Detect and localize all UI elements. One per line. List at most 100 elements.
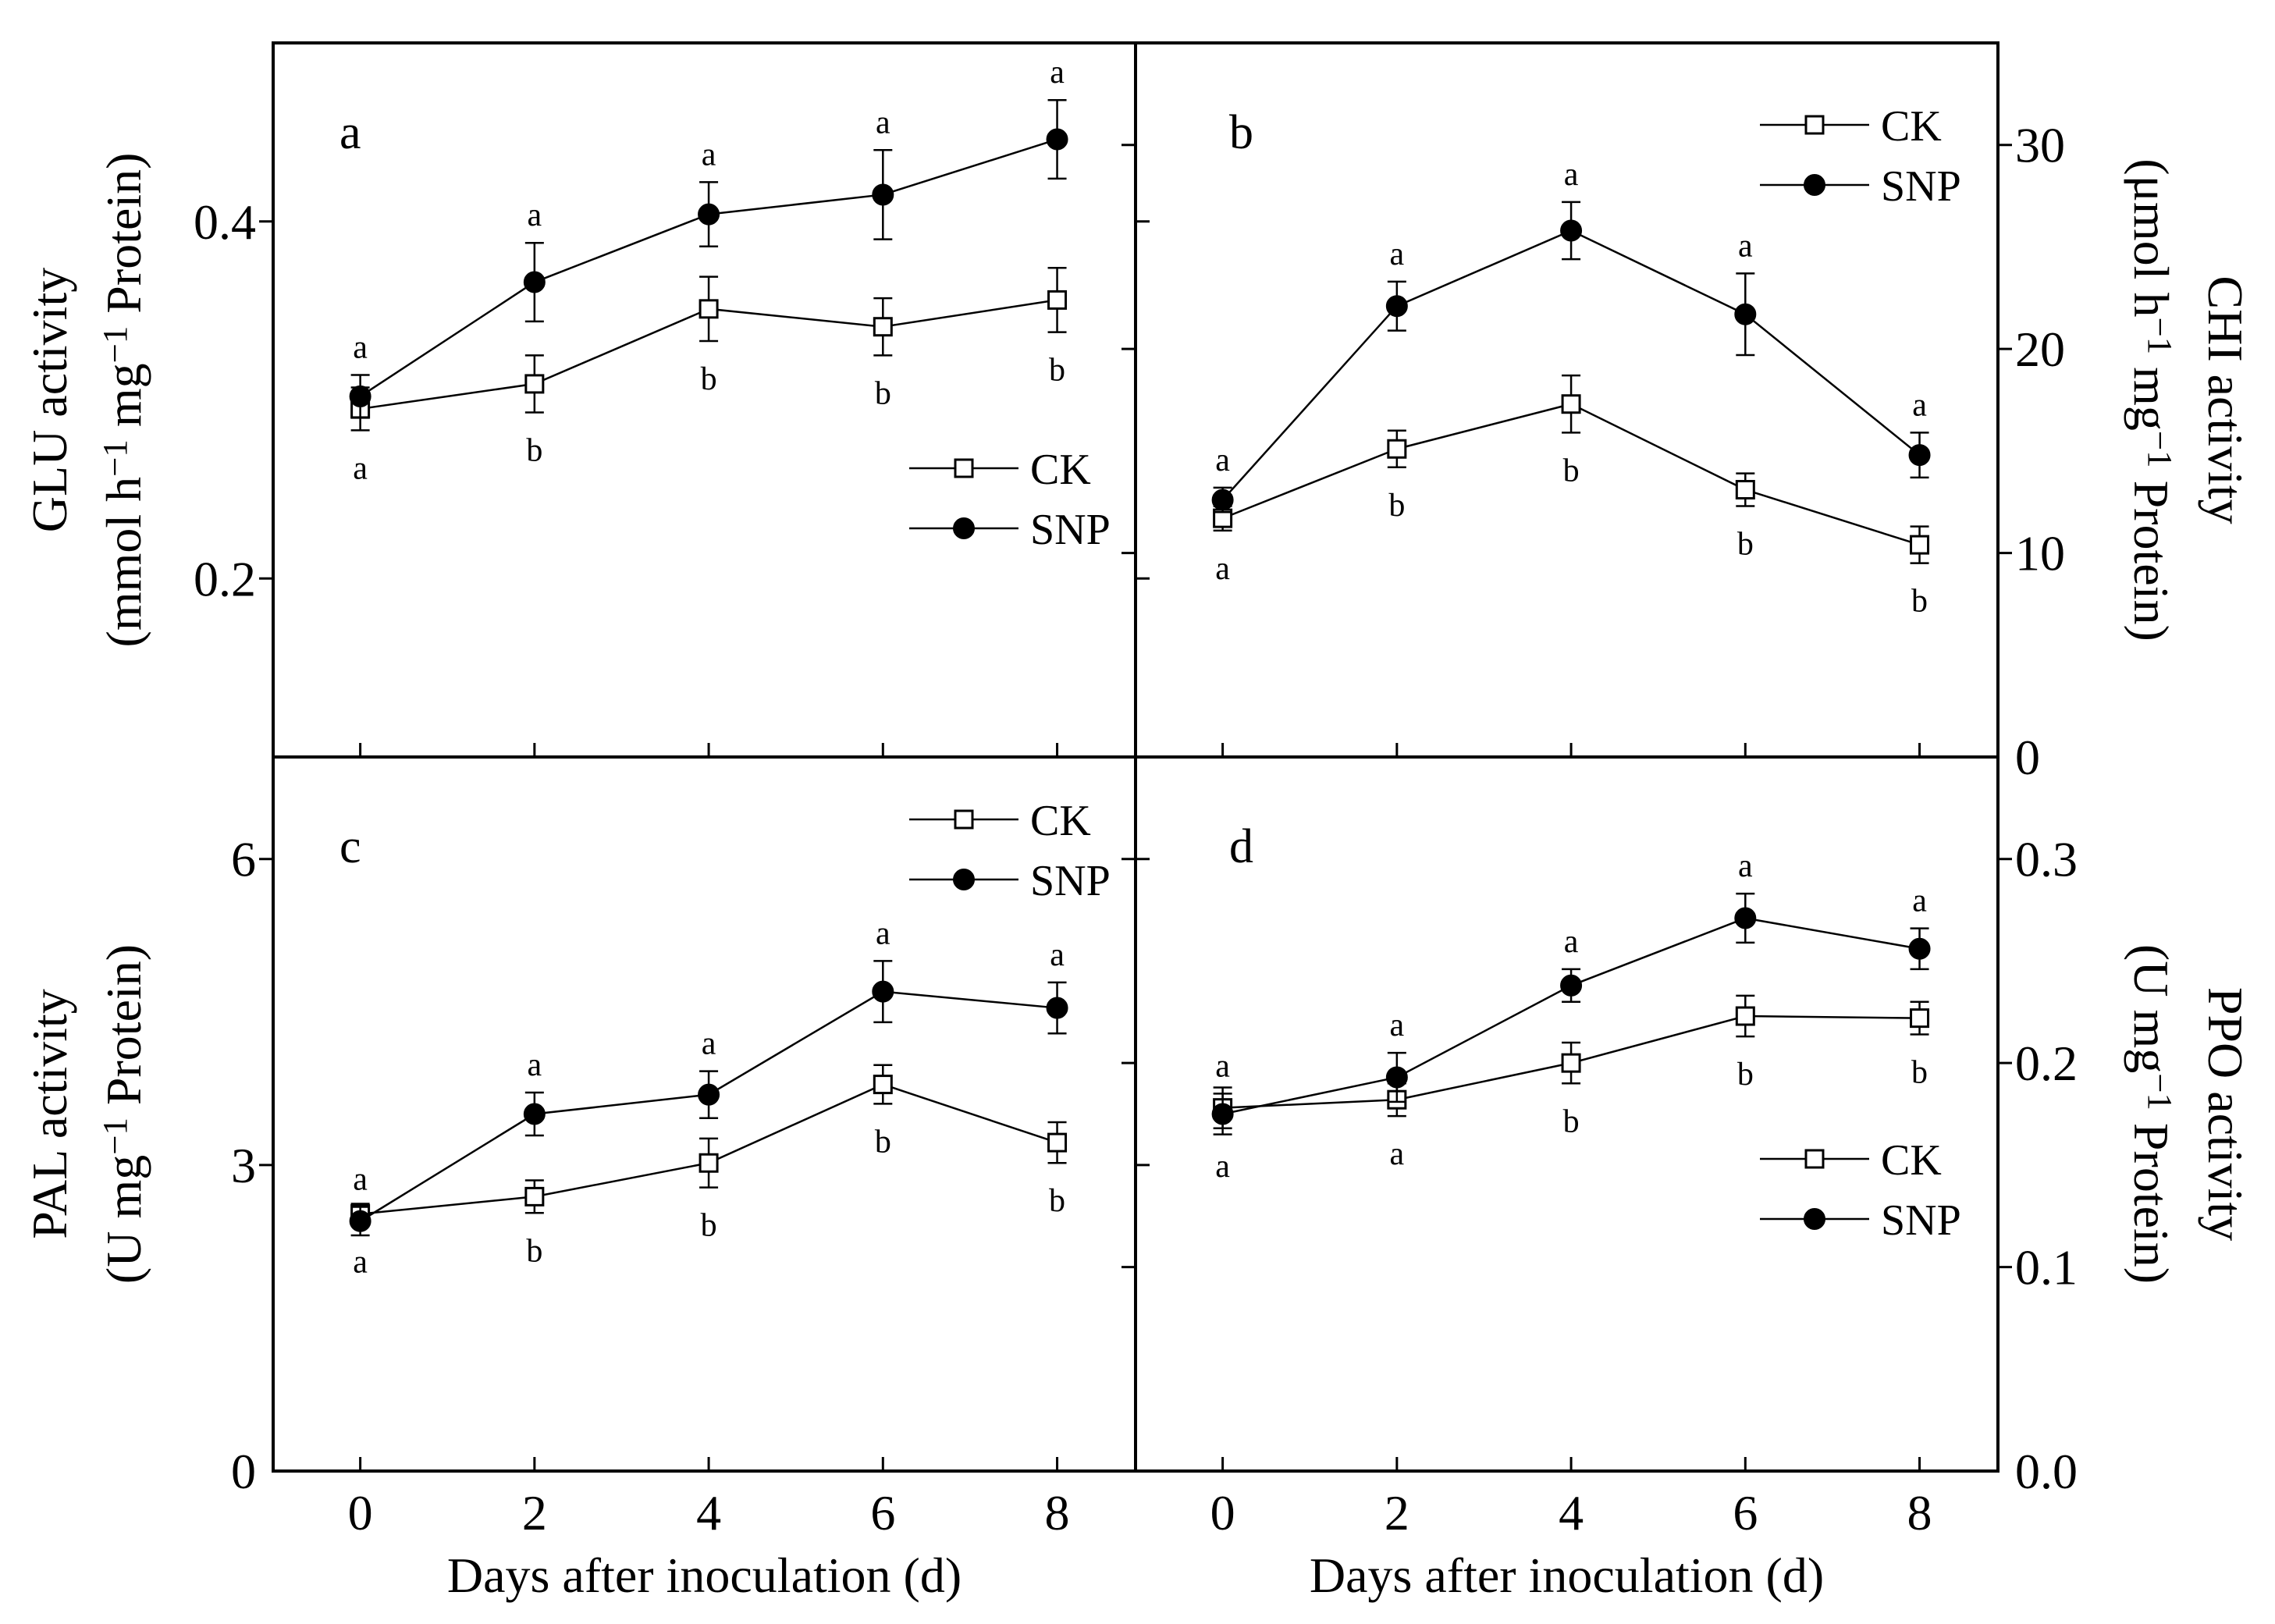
significance-letter: a (1390, 236, 1405, 272)
significance-letter: a (1912, 883, 1927, 919)
significance-letter: a (1912, 387, 1927, 423)
panel-d: 0.0 0.1 0.2 0.3 0 2 4 6 8 Days after inoculation … (1122, 755, 2253, 1603)
data-point-ck (1561, 1053, 1581, 1073)
significance-letter: b (875, 375, 891, 411)
significance-letter: b (1563, 1103, 1580, 1139)
x-tick-label: 6 (1733, 1485, 1758, 1540)
legend-marker-snp (1804, 1208, 1825, 1230)
y-tick-label: 30 (2015, 118, 2065, 173)
y-tick-label: 0 (2015, 730, 2040, 785)
y-axis-unit: (U mg−1 Protein) (95, 944, 151, 1284)
data-point-snp (1385, 295, 1408, 318)
y-tick-label: 0.0 (2015, 1444, 2078, 1499)
legend-marker-ck (954, 809, 974, 830)
significance-letter: a (1215, 1149, 1230, 1185)
data-point-snp (523, 1103, 546, 1125)
x-tick-label: 4 (1559, 1485, 1584, 1540)
significance-letter: b (526, 433, 542, 469)
y-axis-title: GLU activity (22, 268, 77, 532)
significance-letter: b (1737, 526, 1754, 562)
significance-letter: a (1050, 55, 1065, 91)
y-tick-label: 0.3 (2015, 832, 2078, 887)
x-tick-label: 2 (1385, 1485, 1409, 1540)
data-point-ck (1735, 480, 1755, 500)
significance-letter: a (528, 1047, 542, 1083)
y-axis-title: PAL activity (22, 989, 77, 1239)
data-point-ck (1910, 535, 1930, 555)
legend-marker-snp (1804, 174, 1825, 196)
data-point-ck (1387, 439, 1407, 459)
significance-letter: a (1215, 551, 1230, 587)
y-tick-label: 0.1 (2015, 1240, 2078, 1295)
data-point-snp (1908, 937, 1931, 960)
panel-d-frame (1134, 755, 2000, 1473)
data-point-snp (872, 980, 894, 1003)
y-tick-label: 0.4 (194, 194, 256, 250)
significance-letter: a (1215, 1048, 1230, 1084)
data-point-ck (873, 317, 893, 337)
significance-letter: b (701, 361, 717, 397)
data-point-snp (1046, 997, 1068, 1019)
legend-label-snp: SNP (1030, 857, 1111, 905)
significance-letter: b (1049, 353, 1065, 389)
data-point-ck (698, 299, 719, 319)
data-point-ck (524, 1186, 545, 1206)
legend-marker-ck (954, 458, 974, 478)
legend-label-ck: CK (1030, 446, 1091, 494)
y-tick-label: 0 (231, 1444, 256, 1499)
significance-letter: b (1563, 453, 1580, 489)
legend-marker-snp (953, 869, 975, 890)
x-tick-label: 0 (348, 1485, 373, 1540)
panel-label: c (339, 820, 361, 873)
legend-label-ck: CK (1881, 102, 1942, 151)
significance-letter: a (702, 137, 716, 172)
y-axis-unit: (mmol h−1 mg−1 Protein) (95, 153, 151, 648)
significance-letter: a (1738, 848, 1753, 884)
significance-letter: a (1215, 442, 1230, 478)
data-point-snp (698, 203, 720, 226)
significance-letter: b (1911, 584, 1928, 620)
x-axis-title: Days after inoculation (d) (447, 1548, 962, 1603)
data-point-ck (524, 374, 545, 394)
data-point-ck (1047, 290, 1068, 310)
panel-a: 0.2 0.4 GLU activity (mmol h−1 mg−1 Protein… (22, 41, 1150, 759)
data-point-snp (1385, 1066, 1408, 1089)
legend-label-ck: CK (1030, 797, 1091, 845)
legend-marker-snp (953, 517, 975, 539)
data-point-ck (1735, 1006, 1755, 1026)
data-point-ck (698, 1153, 719, 1173)
significance-letter: a (1564, 924, 1579, 960)
data-point-snp (698, 1083, 720, 1106)
significance-letter: a (1738, 228, 1753, 264)
significance-letter: a (353, 1161, 368, 1197)
panel-b: 0 10 20 30 CHI activity (μmol h−1 mg−1 Protei… (1122, 41, 2253, 785)
data-point-snp (349, 385, 371, 407)
significance-letter: b (701, 1208, 717, 1244)
legend-marker-ck (1804, 115, 1825, 135)
y-tick-label: 0.2 (194, 551, 256, 606)
significance-letter: b (526, 1233, 542, 1269)
y-axis-title: PPO activity (2198, 987, 2253, 1241)
x-tick-label: 0 (1210, 1485, 1235, 1540)
significance-letter: a (1050, 937, 1065, 973)
y-tick-label: 20 (2015, 322, 2065, 377)
y-tick-label: 10 (2015, 526, 2065, 581)
data-point-snp (1046, 128, 1068, 151)
panel-c: 0 3 6 0 2 4 6 8 Days after inoculation (d) PAL ac… (22, 755, 1150, 1603)
y-tick-label: 6 (231, 832, 256, 887)
significance-letter: b (1911, 1055, 1928, 1091)
significance-letter: b (1049, 1183, 1065, 1219)
data-point-ck (1910, 1008, 1930, 1029)
y-axis-unit: (U mg−1 Protein) (2124, 944, 2180, 1284)
significance-letter: a (353, 450, 368, 486)
legend-label-snp: SNP (1030, 506, 1111, 554)
legend-label-snp: SNP (1881, 1196, 1961, 1245)
significance-letter: a (353, 329, 368, 365)
significance-letter: a (528, 197, 542, 233)
data-point-snp (1211, 1103, 1234, 1125)
panel-label: a (339, 106, 361, 159)
data-point-snp (1211, 489, 1234, 511)
significance-letter: b (875, 1124, 891, 1160)
significance-letter: b (1388, 488, 1405, 524)
